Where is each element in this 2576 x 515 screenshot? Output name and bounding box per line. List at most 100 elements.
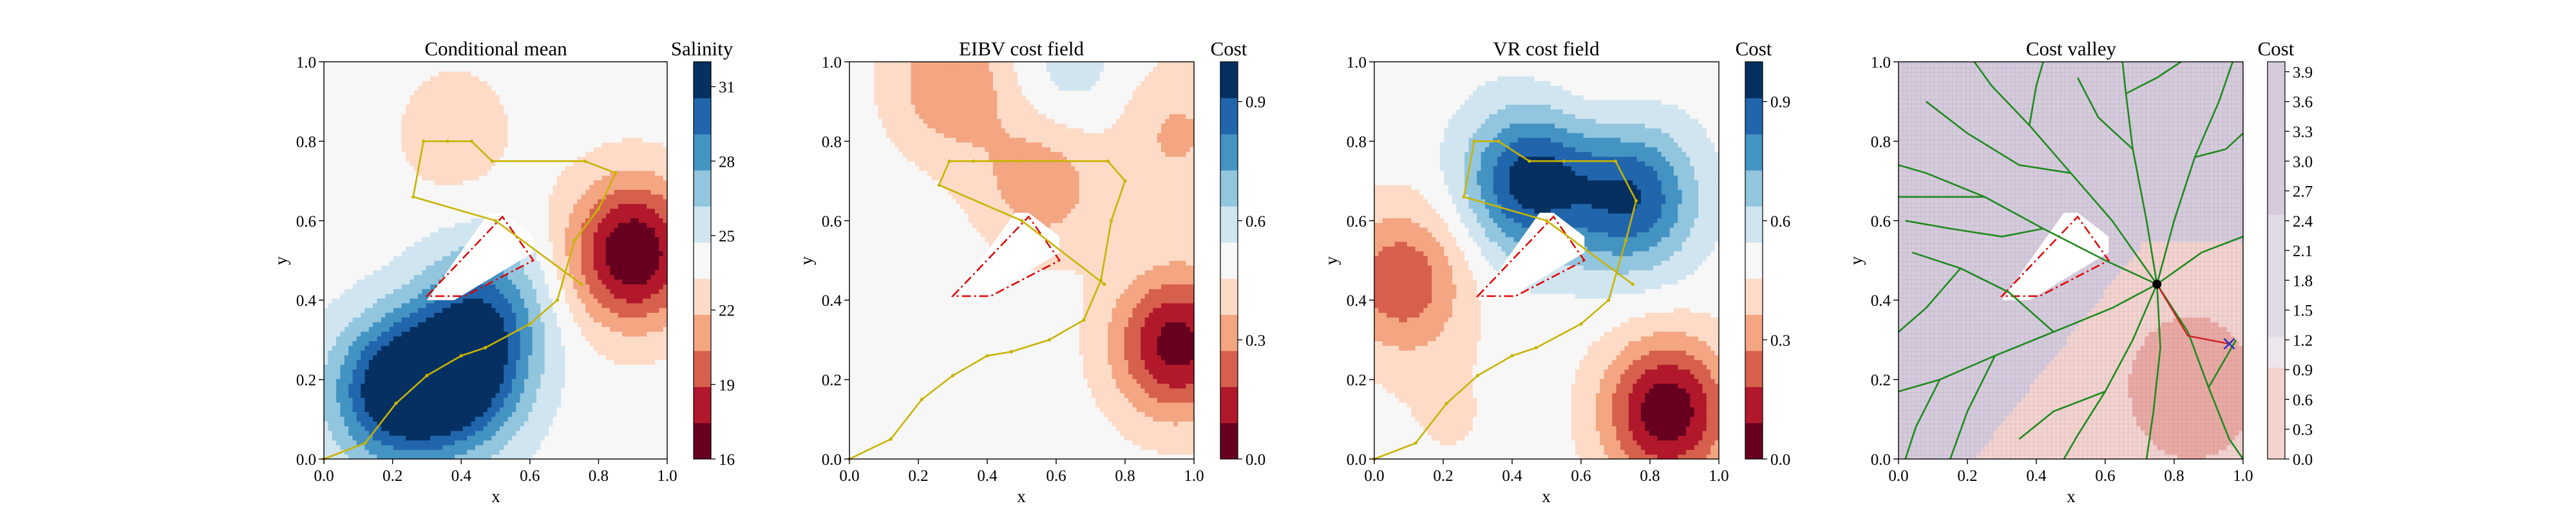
trajectory-point: [1106, 160, 1110, 163]
colorbar-segment: [2268, 368, 2285, 398]
trajectory-point: [1497, 140, 1500, 143]
colorbar-tick-label: 0.3: [2293, 422, 2313, 439]
y-tick-label: 0.2: [296, 372, 316, 389]
x-tick-label: 0.2: [383, 467, 402, 485]
trajectory-point: [363, 442, 366, 445]
y-axis-label: y: [1321, 256, 1341, 265]
colorbar-segment: [694, 242, 711, 279]
x-axis-label: x: [2067, 487, 2076, 506]
colorbar-segment: [1745, 351, 1763, 388]
y-tick-label: 0.4: [1347, 292, 1367, 310]
colorbar-segment: [694, 279, 711, 315]
cost-colorbar: 0.00.30.60.9: [1745, 62, 1790, 469]
x-tick-label: 1.0: [657, 467, 677, 485]
trajectory-point: [1631, 283, 1634, 286]
plot-area: 0.0 0.2 0.4 0.6 0.8 1.00.00.20.40.60.81.0: [1347, 54, 1729, 485]
colorbar-tick-label: 2.1: [2293, 243, 2313, 260]
x-tick-label: 0.2: [1433, 467, 1453, 485]
trajectory-point: [1528, 160, 1531, 163]
colorbar-tick-label: 3.0: [2293, 153, 2313, 171]
trajectory-point: [951, 374, 954, 377]
y-tick-label: 0.4: [1871, 292, 1891, 310]
y-tick-label: 1.0: [296, 54, 316, 71]
panel-title: EIBV cost field: [959, 37, 1084, 60]
colorbar-tick-label: 16: [719, 451, 735, 469]
x-tick-label: 0.0: [1364, 467, 1384, 485]
x-axis-label: x: [491, 487, 500, 506]
colorbar-segment: [694, 206, 711, 243]
colorbar-segment: [2268, 123, 2285, 154]
colorbar-tick-label: 0.6: [2293, 391, 2313, 409]
colorbar-segment: [2268, 245, 2285, 276]
x-tick-label: 0.0: [314, 467, 334, 485]
colorbar-segment: [2268, 184, 2285, 215]
trajectory-point: [1123, 180, 1126, 183]
colorbar-segment: [2268, 92, 2285, 123]
trajectory-point: [484, 346, 487, 350]
colorbar-tick-label: 22: [719, 303, 735, 320]
cost-valley-panel: Cost valley 0.0 0.2 0.4 0.6 0.8 1.00.00.20.40…: [1846, 37, 2313, 506]
trajectory-point: [938, 183, 941, 187]
colorbar-tick-label: 0.0: [1245, 451, 1265, 469]
trajectory-point: [394, 402, 397, 405]
colorbar-segment: [2268, 214, 2285, 245]
y-tick-label: 0.8: [296, 133, 316, 151]
trajectory-point: [1473, 140, 1476, 143]
trajectory-point: [583, 160, 587, 163]
colorbar-segment: [694, 315, 711, 351]
y-tick-label: 0.8: [822, 133, 842, 151]
colorbar-segment: [694, 351, 711, 388]
colorbar-tick-label: 0.6: [1770, 213, 1790, 230]
x-tick-label: 0.6: [520, 467, 540, 485]
x-tick-label: 0.2: [1957, 467, 1977, 485]
colorbar-tick-label: 3.3: [2293, 124, 2313, 141]
x-tick-label: 0.8: [2164, 467, 2184, 485]
colorbar-segment: [694, 62, 711, 98]
colorbar-segment: [1220, 206, 1238, 243]
trajectory-point: [996, 160, 999, 163]
colorbar-segment: [694, 134, 711, 171]
trajectory-point: [614, 171, 617, 174]
colorbar-segment: [694, 98, 711, 135]
x-tick-label: 0.4: [1502, 467, 1522, 485]
plot-area: 0.0 0.2 0.4 0.6 0.8 1.00.00.20.40.60.81.0: [296, 54, 677, 485]
x-tick-label: 1.0: [2233, 467, 2253, 485]
trajectory-point: [1110, 219, 1113, 222]
trajectory-point: [470, 140, 473, 143]
trajectory-point: [1017, 160, 1020, 163]
eibv-cost-field-panel: EIBV cost field 0.0 0.2 0.4 0.6 0.8 1.00.00.2…: [797, 37, 1265, 506]
plot-area: 0.0 0.2 0.4 0.6 0.8 1.00.00.20.40.60.81.0: [1871, 54, 2253, 485]
trajectory-point: [1082, 319, 1085, 322]
colorbar-tick-label: 0.0: [1770, 451, 1790, 469]
trajectory-point: [422, 140, 425, 143]
colorbar-segment: [2268, 153, 2285, 184]
cost-colorbar: 0.00.30.60.9: [1220, 62, 1265, 469]
trajectory-point: [573, 239, 576, 242]
colorbar-tick-label: 0.6: [1245, 213, 1265, 230]
trajectory-point: [1614, 160, 1617, 163]
trajectory-point: [1579, 323, 1582, 326]
colorbar-segment: [1220, 170, 1238, 207]
x-tick-label: 0.6: [2095, 467, 2115, 485]
colorbar-segment: [1745, 242, 1763, 279]
colorbar-segment: [1745, 387, 1763, 424]
colorbar-tick-label: 3.9: [2293, 64, 2313, 81]
colorbar-label: Cost: [1211, 37, 1247, 60]
x-tick-label: 0.6: [1046, 467, 1066, 485]
x-tick-label: 1.0: [1709, 467, 1728, 485]
panel-title: Cost valley: [2026, 37, 2117, 60]
trajectory-point: [1624, 239, 1627, 242]
trajectory-point: [446, 140, 449, 143]
colorbar-tick-label: 0.0: [2293, 451, 2313, 469]
trajectory-point: [1463, 195, 1466, 198]
y-tick-label: 0.0: [1871, 451, 1891, 469]
colorbar-segment: [1220, 351, 1238, 388]
y-tick-label: 1.0: [1347, 54, 1367, 71]
trajectory-point: [1020, 219, 1023, 222]
x-tick-label: 0.8: [1115, 467, 1135, 485]
trajectory-point: [1634, 199, 1638, 202]
y-tick-label: 0.8: [1347, 133, 1367, 151]
colorbar-segment: [1745, 134, 1763, 171]
colorbar-segment: [1220, 423, 1238, 460]
cost-colorbar: 0.00.30.60.91.21.51.82.12.42.73.03.33.63…: [2268, 62, 2313, 469]
